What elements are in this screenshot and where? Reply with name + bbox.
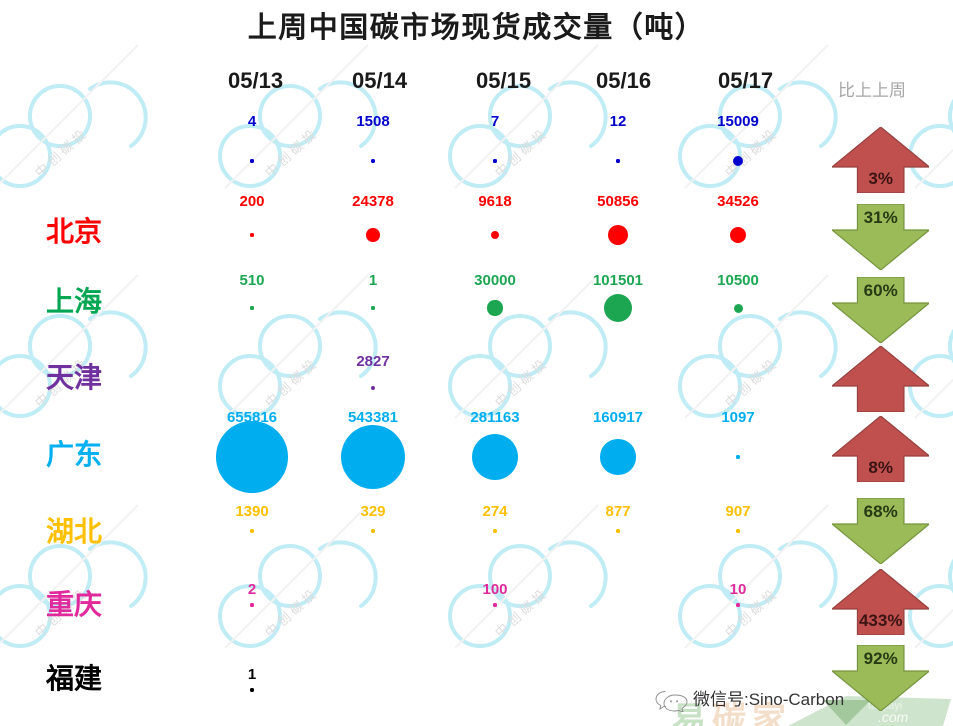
svg-text:.com: .com	[878, 709, 909, 725]
